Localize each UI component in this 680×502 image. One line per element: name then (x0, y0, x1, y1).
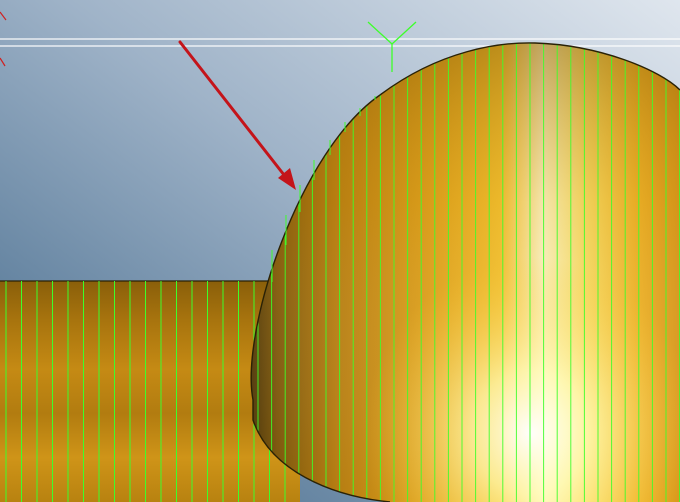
pointer-arrow-icon (178, 40, 296, 190)
base-block-mesh-lines (5, 281, 286, 502)
dome-outline (250, 42, 680, 502)
triad-fragment-icon (0, 11, 7, 67)
model-base-block[interactable] (0, 280, 300, 502)
flank-mesh-lines (271, 96, 376, 282)
coordinate-triad-icon (367, 21, 417, 72)
